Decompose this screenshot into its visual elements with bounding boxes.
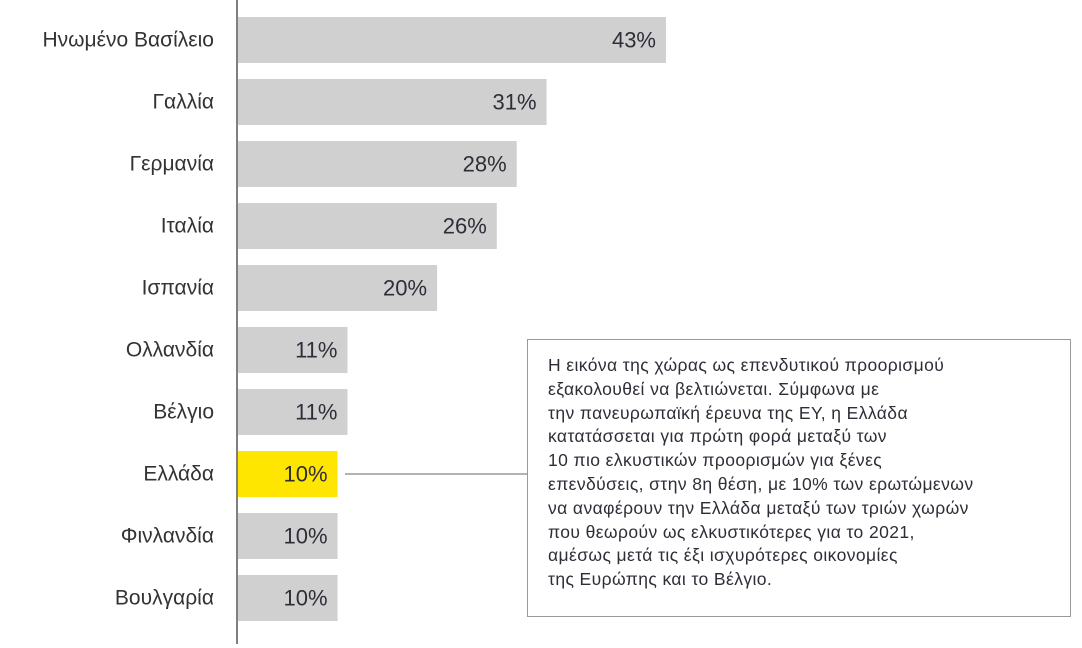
callout-line: που θεωρούν ως ελκυστικότερες για το 202… (548, 521, 915, 542)
category-label: Γαλλία (152, 91, 214, 114)
category-label: Ελλάδα (143, 463, 214, 486)
value-label: 10% (283, 524, 327, 549)
callout-line: να αναφέρουν την Ελλάδα μεταξύ των τριών… (548, 497, 969, 518)
category-label: Βουλγαρία (115, 587, 214, 610)
callout-line: Η εικόνα της χώρας ως επενδυτικού προορι… (548, 355, 945, 375)
value-label: 26% (443, 214, 487, 239)
bars-layer: Ηνωμένο Βασίλειο 43% Γαλλία 31% Γερμανία 28% Ι… (42, 17, 666, 621)
category-label: Ισπανία (142, 277, 214, 300)
category-label: Ηνωμένο Βασίλειο (42, 29, 214, 52)
bar (238, 389, 348, 435)
bar (238, 79, 547, 125)
value-label: 31% (493, 90, 537, 115)
value-label: 43% (612, 28, 656, 53)
category-label: Ολλανδία (126, 339, 214, 362)
callout-line: 10 πιο ελκυστικών προορισμών για ξένες (548, 450, 883, 471)
value-label: 10% (283, 586, 327, 611)
value-label: 20% (383, 276, 427, 301)
value-label: 28% (463, 152, 507, 177)
bar (238, 327, 348, 373)
callout-line: εξακολουθεί να βελτιώνεται. Σύμφωνα με (548, 378, 880, 399)
value-label: 11% (295, 400, 337, 425)
bar (238, 141, 517, 187)
callout-line: την πανευρωπαϊκή έρευνα της EY, η Ελλάδα (548, 402, 908, 423)
value-label: 11% (295, 338, 337, 363)
callout-line: αμέσως μετά τις έξι ισχυρότερες οικονομί… (548, 545, 898, 566)
bar-highlight (238, 451, 338, 497)
callout-line: κατατάσσεται για πρώτη φορά μεταξύ των (548, 426, 887, 447)
bar (238, 513, 338, 559)
category-label: Βέλγιο (153, 401, 214, 424)
callout-line: της Ευρώπης και το Βέλγιο. (548, 569, 773, 590)
bar (238, 17, 666, 63)
bar (238, 203, 497, 249)
value-label: 10% (283, 462, 327, 487)
category-label: Γερμανία (130, 153, 214, 176)
category-label: Φινλανδία (121, 525, 214, 548)
callout-line: επενδύσεις, στην 8η θέση, με 10% των ερω… (548, 473, 974, 494)
callout-box: Η εικόνα της χώρας ως επενδυτικού προορι… (527, 339, 1071, 617)
bar (238, 265, 438, 311)
bar (238, 575, 338, 621)
category-label: Ιταλία (161, 215, 214, 238)
